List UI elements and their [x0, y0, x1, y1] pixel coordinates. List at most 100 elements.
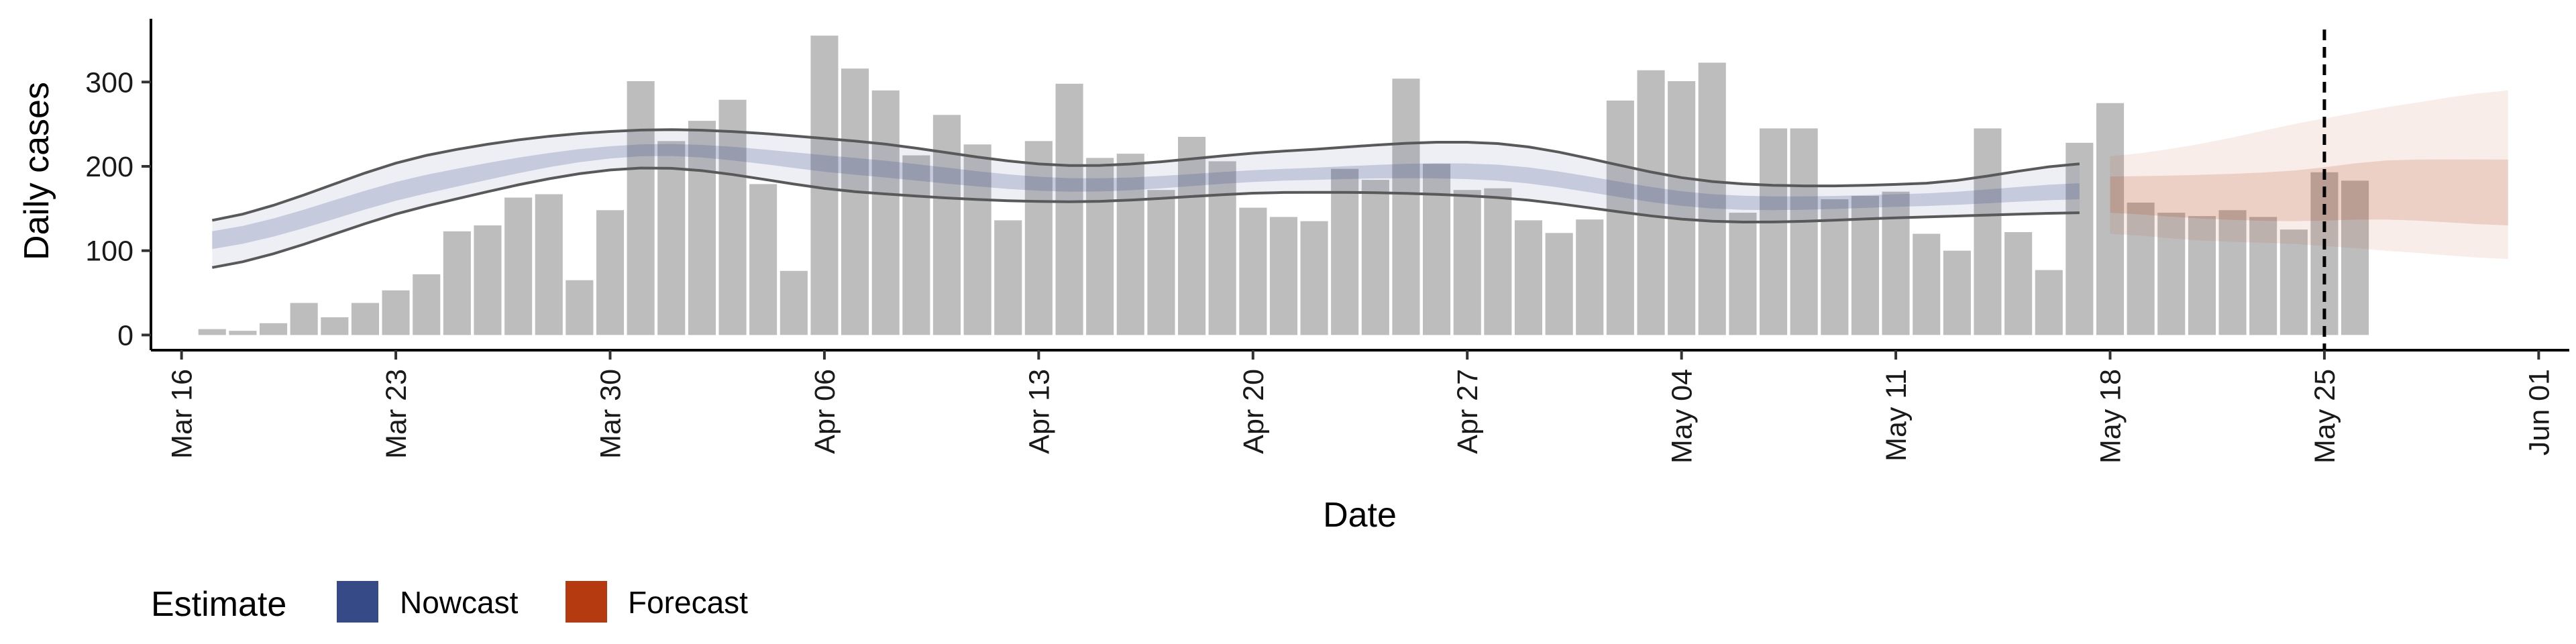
case-bar — [2035, 270, 2063, 335]
case-bar — [2188, 216, 2216, 335]
case-bar — [2341, 180, 2369, 335]
legend-swatch-nowcast — [337, 581, 378, 623]
case-bar — [1423, 164, 1451, 335]
case-bar — [963, 144, 991, 335]
forecast-inner-band — [2110, 159, 2508, 225]
case-bar — [229, 331, 257, 335]
case-bar — [1606, 100, 1634, 335]
case-bar — [198, 329, 226, 335]
x-tick-label: May 25 — [2309, 369, 2341, 464]
case-bar — [1116, 154, 1144, 335]
case-bar — [902, 155, 930, 335]
case-bar — [1178, 137, 1206, 335]
case-bar — [413, 274, 441, 335]
case-bar — [810, 36, 839, 335]
x-tick-label: Jun 01 — [2523, 369, 2555, 455]
y-axis-title: Daily cases — [17, 82, 56, 260]
case-bar — [1790, 128, 1818, 335]
case-bar — [1392, 78, 1420, 335]
case-bar — [1545, 233, 1573, 335]
case-bar — [1086, 158, 1114, 335]
case-bar — [1576, 219, 1604, 335]
case-bar — [688, 121, 716, 335]
case-bar — [1208, 161, 1236, 335]
x-tick-label: Mar 30 — [595, 369, 627, 459]
case-bar — [2065, 142, 2094, 335]
case-bar — [1484, 188, 1512, 335]
case-bar — [1668, 81, 1696, 335]
case-bar — [1514, 220, 1542, 335]
case-bar — [1729, 213, 1757, 335]
y-tick-label: 200 — [85, 151, 133, 183]
y-tick-label: 0 — [117, 319, 133, 352]
case-bar — [1882, 191, 1910, 335]
case-bar — [2096, 103, 2125, 335]
case-bar — [780, 270, 808, 335]
nowcast-upper-bound-line — [211, 128, 2080, 222]
legend-label-forecast: Forecast — [628, 585, 748, 620]
y-tick-label: 300 — [85, 66, 133, 99]
case-bar — [749, 184, 777, 335]
case-bar — [1269, 217, 1297, 335]
forecast-outer-band — [2110, 90, 2508, 260]
case-bar — [1913, 233, 1941, 335]
forecast-layer — [2110, 90, 2508, 260]
case-bar — [596, 210, 625, 335]
case-bar — [657, 141, 686, 335]
case-bar — [382, 290, 410, 335]
case-bar — [321, 317, 349, 335]
case-bar — [290, 303, 318, 335]
case-bar — [351, 303, 379, 335]
x-tick-label: May 11 — [1880, 369, 1913, 462]
nowcast-lower-bound-line — [211, 166, 2080, 269]
x-tick-label: May 18 — [2095, 369, 2127, 464]
case-bar — [2249, 217, 2277, 335]
x-tick-label: Apr 06 — [809, 369, 841, 454]
case-bar — [841, 68, 869, 335]
case-bar — [566, 280, 594, 335]
case-bar — [1300, 221, 1328, 335]
case-bar — [1698, 62, 1726, 335]
x-tick-label: May 04 — [1666, 369, 1699, 464]
case-bar — [2279, 229, 2308, 335]
case-bar — [2127, 203, 2155, 335]
axes-layer: 0 100 200 300 Mar 16 Mar 23 Mar 30 Apr 06 Apr 13… — [85, 19, 2569, 464]
case-bar — [871, 90, 900, 335]
x-tick-label: Apr 13 — [1023, 369, 1055, 454]
case-bar — [535, 194, 563, 335]
legend-swatch-forecast — [566, 581, 607, 623]
case-bar — [1453, 190, 1481, 335]
case-bar — [1943, 250, 1971, 335]
x-tick-label: Apr 27 — [1452, 369, 1484, 454]
bars-layer — [198, 36, 2369, 335]
case-bar — [1361, 180, 1389, 335]
x-axis-title: Date — [1323, 496, 1397, 535]
case-bar — [627, 81, 655, 335]
case-bar — [1637, 70, 1665, 335]
x-tick-label: Apr 20 — [1238, 369, 1270, 454]
case-bar — [2004, 232, 2033, 335]
case-bar — [1239, 207, 1267, 335]
case-bar — [2218, 210, 2247, 335]
case-bar — [718, 99, 747, 335]
case-bar — [474, 225, 502, 335]
nowcast-inner-band — [212, 144, 2080, 250]
case-bar — [2157, 213, 2186, 335]
case-bar — [504, 197, 533, 335]
case-bar — [1760, 128, 1788, 335]
case-bar — [932, 115, 961, 335]
legend-title: Estimate — [151, 585, 286, 624]
nowcast-layer — [211, 128, 2080, 269]
case-bar — [1024, 141, 1053, 335]
case-bar — [1147, 190, 1175, 335]
case-bar — [260, 323, 288, 335]
case-bar — [1331, 168, 1359, 335]
y-tick-label: 100 — [85, 235, 133, 268]
x-tick-label: Mar 16 — [166, 369, 199, 459]
x-tick-label: Mar 23 — [380, 369, 413, 459]
legend: Estimate Nowcast Forecast — [151, 581, 748, 624]
legend-label-nowcast: Nowcast — [400, 585, 519, 620]
case-bar — [443, 231, 471, 335]
